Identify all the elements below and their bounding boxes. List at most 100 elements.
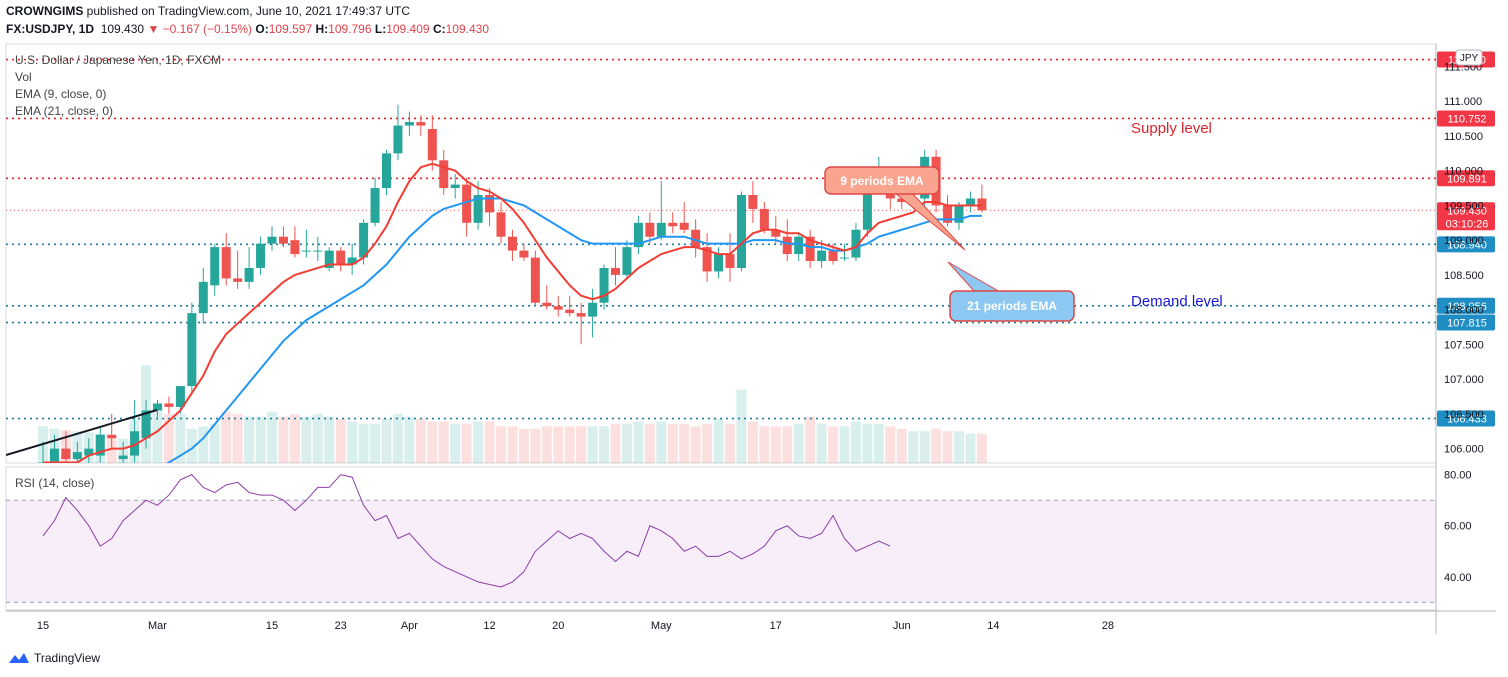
open-label: O: [255, 22, 269, 36]
candle-body [519, 250, 529, 258]
x-tick-label: 12 [483, 620, 495, 632]
volume-bar [713, 419, 724, 463]
volume-bar [931, 428, 942, 463]
low-label: L: [374, 22, 387, 36]
candle-body [805, 236, 815, 262]
candle-body [370, 188, 380, 223]
candle-body [748, 195, 758, 209]
volume-bar [850, 421, 861, 463]
tradingview-logo-icon [9, 653, 29, 663]
volume-bar [770, 426, 781, 463]
volume-bar [484, 421, 495, 463]
y-tick-label: 110.000 [1444, 166, 1483, 178]
price-tag [1437, 110, 1495, 127]
volume-bars [38, 365, 987, 463]
volume-bar [198, 426, 209, 463]
candle-body [862, 184, 872, 230]
ema9-line [43, 162, 982, 463]
volume-bar [496, 426, 506, 463]
current-price-label: 109.430 [1447, 205, 1487, 217]
volume-bar [518, 428, 529, 463]
rsi-band [6, 500, 1436, 603]
candle-body [439, 160, 449, 189]
volume-bar [209, 423, 220, 463]
close-label: C: [432, 22, 446, 36]
candle-body [278, 236, 288, 244]
price-tag-label: 108.056 [1447, 301, 1487, 313]
candle-body [565, 309, 575, 314]
candle-body [175, 386, 185, 407]
candle-body [702, 247, 712, 272]
x-tick-label: Jun [893, 620, 911, 632]
volume-bar [839, 426, 850, 463]
volume-bar [438, 421, 449, 463]
high-value: 109.796 [328, 22, 372, 36]
candle-body [530, 257, 540, 303]
published-text: published on TradingView.com, June 10, 2… [86, 4, 410, 18]
candle-body [462, 184, 472, 223]
symbol-label: FX:USDJPY, 1D [6, 22, 95, 36]
volume-bar [621, 423, 632, 463]
candle-body [95, 434, 105, 456]
candle-body [679, 222, 689, 230]
volume-bar [347, 421, 358, 463]
candle-body [542, 302, 552, 307]
close-value: 109.430 [445, 22, 489, 36]
volume-bar [576, 426, 587, 463]
y-tick-label: 109.500 [1444, 200, 1484, 212]
volume-bar [541, 426, 552, 463]
x-tick-label: 15 [266, 620, 278, 632]
candle-body [668, 222, 678, 227]
volume-bar [404, 416, 415, 463]
candle-body [496, 212, 506, 237]
volume-bar [610, 423, 621, 463]
ema21-callout-label: 21 periods EMA [967, 299, 1057, 313]
candle-body [691, 229, 701, 248]
volume-bar [461, 423, 472, 463]
volume-bar [358, 423, 369, 463]
trend-line [6, 409, 158, 456]
candle-body [977, 198, 987, 211]
volume-bar [415, 419, 426, 463]
volume-bar [473, 421, 484, 463]
vol-legend: Vol [15, 70, 32, 84]
publisher-name: CROWNGIMS [6, 4, 84, 18]
candle-body [965, 198, 975, 206]
x-tick-label: 14 [987, 620, 999, 632]
candle-body [382, 153, 391, 189]
candle-body [198, 281, 208, 314]
candle-body [725, 254, 735, 268]
candle-body [897, 198, 907, 202]
candle-body [153, 403, 162, 411]
volume-bar [232, 414, 243, 463]
volume-bar [186, 428, 197, 463]
candle-body [210, 247, 220, 286]
volume-bar [736, 389, 747, 463]
tradingview-footer[interactable]: TradingView [8, 651, 100, 665]
volume-bar [690, 426, 701, 463]
volume-bar [587, 426, 598, 463]
high-label: H: [315, 22, 329, 36]
x-tick-label: 20 [552, 620, 564, 632]
y-tick-label: 106.000 [1444, 444, 1484, 456]
x-tick-label: Apr [401, 620, 418, 632]
ema21-callout-box [949, 290, 1075, 322]
price-tag-label: 106.433 [1447, 414, 1487, 426]
volume-bar [644, 423, 655, 463]
candle-body [187, 313, 197, 387]
ema-lines [6, 162, 982, 463]
candle-body [301, 250, 311, 252]
x-tick-label: Mar [148, 620, 167, 632]
rsi-tick-label: 80.00 [1444, 470, 1472, 482]
chart-canvas[interactable]: 111.600110.752109.891108.940108.056107.8… [0, 0, 1508, 645]
candle-body [404, 122, 414, 126]
volume-bar [782, 426, 793, 463]
volume-bar [335, 419, 346, 463]
candle-body [611, 267, 620, 275]
candle-body [633, 222, 643, 248]
volume-bar [679, 423, 690, 463]
volume-bar [942, 431, 953, 463]
volume-bar [553, 426, 564, 463]
candle-body [599, 267, 609, 303]
candle-body [473, 195, 483, 223]
